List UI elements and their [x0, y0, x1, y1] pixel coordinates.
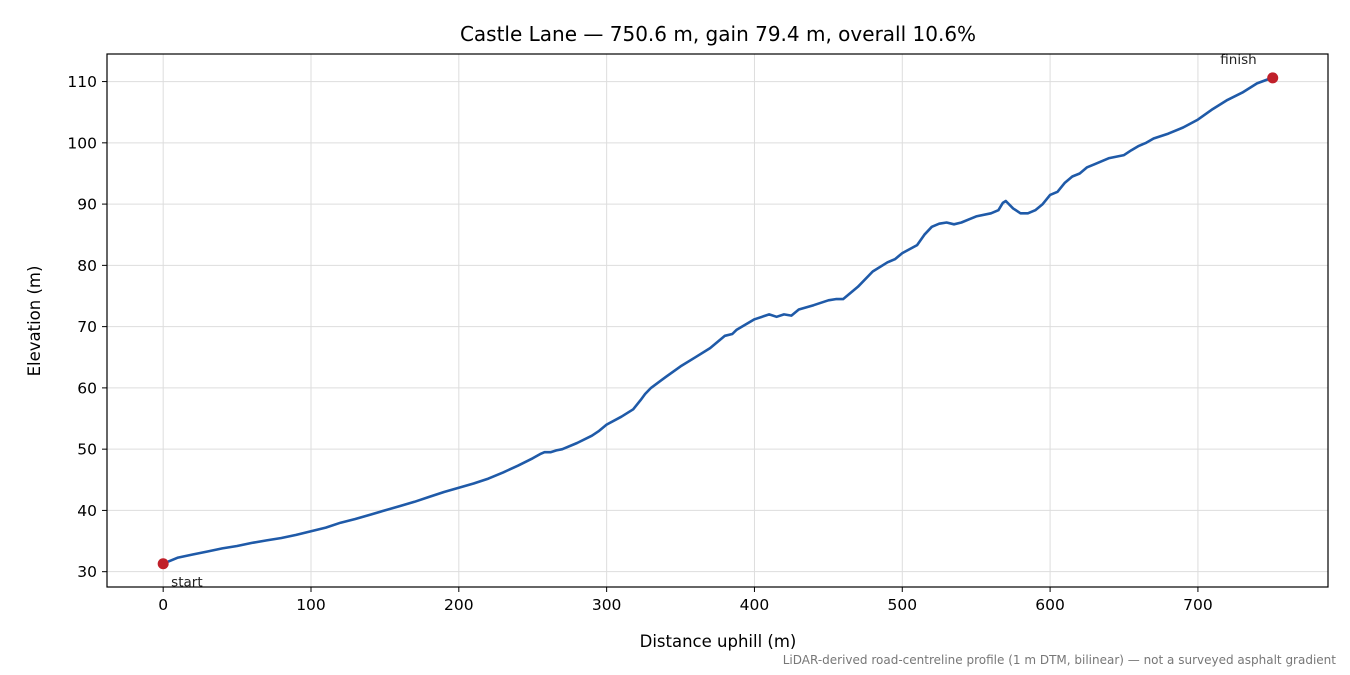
y-tick-label-3: 60 [77, 379, 97, 397]
footnote: LiDAR-derived road-centreline profile (1… [783, 653, 1337, 667]
y-tick-label-6: 90 [77, 196, 97, 214]
y-tick-label-7: 100 [67, 134, 97, 152]
x-tick-label-5: 500 [887, 596, 917, 614]
start-annotation: start [171, 575, 202, 591]
y-tick-label-1: 40 [77, 502, 97, 520]
finish-annotation: finish [1220, 52, 1256, 68]
x-tick-label-7: 700 [1183, 596, 1213, 614]
x-tick-label-6: 600 [1035, 596, 1065, 614]
x-tick-label-4: 400 [740, 596, 770, 614]
x-tick-label-3: 300 [592, 596, 622, 614]
start-marker [157, 558, 169, 570]
y-tick-label-5: 80 [77, 257, 97, 275]
x-tick-label-0: 0 [158, 596, 168, 614]
y-axis-label: Elevation (m) [25, 266, 44, 377]
gridlines [107, 54, 1328, 587]
plot-area-frame [106, 53, 1329, 588]
x-tick-label-2: 200 [444, 596, 474, 614]
y-tick-label-2: 50 [77, 441, 97, 459]
x-axis-label: Distance uphill (m) [640, 632, 797, 651]
x-tick-label-1: 100 [296, 596, 326, 614]
chart-title: Castle Lane — 750.6 m, gain 79.4 m, over… [460, 22, 976, 46]
axis-ticks: 0 100 200 300 400 500 600 700 30 40 50 60 70 80 90 100 1… [67, 73, 1212, 614]
elevation-profile-line [161, 76, 1274, 565]
y-tick-label-0: 30 [77, 563, 97, 581]
y-tick-label-8: 110 [67, 73, 97, 91]
finish-marker [1267, 72, 1279, 84]
y-tick-label-4: 70 [77, 318, 97, 336]
endpoint-markers: start finish [157, 52, 1279, 591]
